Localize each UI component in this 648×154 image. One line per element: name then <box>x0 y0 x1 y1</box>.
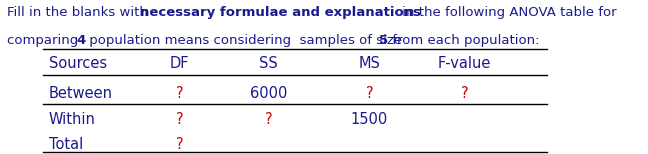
Text: ?: ? <box>461 86 468 101</box>
Text: 4: 4 <box>76 34 86 47</box>
Text: DF: DF <box>170 57 189 71</box>
Text: in the following ANOVA table for: in the following ANOVA table for <box>398 6 616 19</box>
Text: comparing: comparing <box>7 34 83 47</box>
Text: population means considering  samples of size: population means considering samples of … <box>85 34 406 47</box>
Text: SS: SS <box>259 57 278 71</box>
Text: Total: Total <box>49 137 83 152</box>
Text: ?: ? <box>365 86 373 101</box>
Text: necessary formulae and explanations: necessary formulae and explanations <box>140 6 421 19</box>
Text: ?: ? <box>264 112 272 128</box>
Text: MS: MS <box>358 57 380 71</box>
Text: from each population:: from each population: <box>388 34 539 47</box>
Text: Within: Within <box>49 112 96 128</box>
Text: 5: 5 <box>379 34 388 47</box>
Text: Fill in the blanks with: Fill in the blanks with <box>7 6 152 19</box>
Text: ?: ? <box>176 137 183 152</box>
Text: Between: Between <box>49 86 113 101</box>
Text: ?: ? <box>176 112 183 128</box>
Text: 6000: 6000 <box>249 86 287 101</box>
Text: ?: ? <box>176 86 183 101</box>
Text: F-value: F-value <box>437 57 491 71</box>
Text: Sources: Sources <box>49 57 107 71</box>
Text: 1500: 1500 <box>351 112 388 128</box>
